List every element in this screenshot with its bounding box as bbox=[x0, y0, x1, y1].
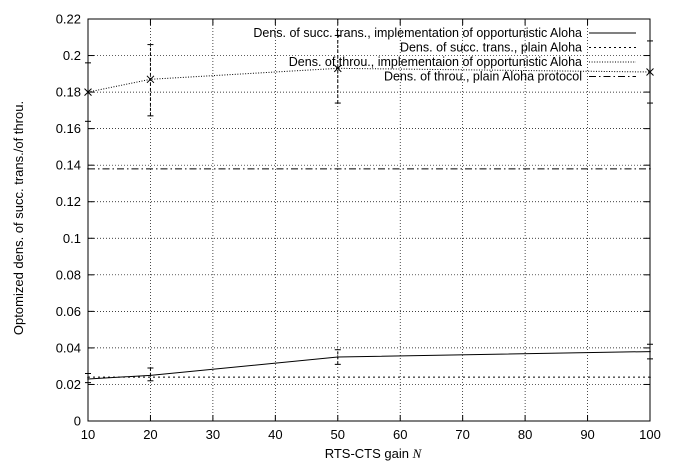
marker-stroke bbox=[333, 64, 342, 73]
y-tick-label: 0.04 bbox=[56, 340, 81, 355]
x-tick-label: 100 bbox=[639, 427, 661, 442]
legend-label: Dens. of succ. trans., implementation of… bbox=[253, 26, 582, 40]
x-tick-labels: 10 20 30 40 50 60 70 80 90 100 bbox=[81, 427, 661, 442]
y-tick-label: 0.16 bbox=[56, 121, 81, 136]
plot-frame bbox=[87, 18, 651, 422]
y-tick-label: 0.12 bbox=[56, 194, 81, 209]
series-group bbox=[84, 34, 654, 384]
marker-stroke bbox=[84, 88, 92, 96]
y-tick-label: 0.1 bbox=[63, 231, 81, 246]
y-tick-label: 0.22 bbox=[56, 12, 81, 27]
y-tick-label: 0.02 bbox=[56, 377, 81, 392]
x-tick-label: 10 bbox=[81, 427, 95, 442]
marker-stroke bbox=[646, 68, 654, 76]
x-tick-label: 70 bbox=[455, 427, 469, 442]
legend-label: Dens. of throu., plain Aloha protocol bbox=[384, 70, 582, 84]
data-point bbox=[149, 374, 152, 377]
series-2 bbox=[87, 376, 651, 378]
axes bbox=[87, 18, 651, 422]
y-tick-label: 0.08 bbox=[56, 267, 81, 282]
legend-entry-3: Dens. of throu., implementaion of opport… bbox=[289, 55, 636, 69]
x-tick-label: 20 bbox=[143, 427, 157, 442]
y-tick-label: 0.2 bbox=[63, 48, 81, 63]
legend-entry-1: Dens. of succ. trans., implementation of… bbox=[253, 26, 636, 40]
legend-label: Dens. of throu., implementaion of opport… bbox=[289, 55, 582, 69]
series-4 bbox=[87, 168, 651, 170]
data-point bbox=[87, 378, 89, 380]
legend-entry-2: Dens. of succ. trans., plain Aloha bbox=[400, 41, 636, 55]
legend-entry-4: Dens. of throu., plain Aloha protocol bbox=[384, 70, 636, 84]
y-tick-label: 0.06 bbox=[56, 304, 81, 319]
marker-stroke bbox=[146, 75, 155, 84]
y-tick-label: 0.18 bbox=[56, 85, 81, 100]
x-axis-label-text: RTS-CTS gain bbox=[325, 446, 409, 461]
data-point bbox=[646, 68, 654, 76]
data-point bbox=[333, 64, 342, 73]
x-tick-label: 90 bbox=[580, 427, 594, 442]
x-tick-label: 80 bbox=[518, 427, 532, 442]
x-tick-label: 30 bbox=[206, 427, 220, 442]
x-tick-label: 50 bbox=[331, 427, 345, 442]
data-point bbox=[649, 350, 651, 353]
x-axis-label: RTS-CTS gain N bbox=[325, 446, 423, 461]
data-point bbox=[87, 376, 89, 378]
y-tick-label: 0 bbox=[74, 414, 81, 429]
legend-label: Dens. of succ. trans., plain Aloha bbox=[400, 41, 582, 55]
x-axis-label-variable: N bbox=[412, 446, 423, 461]
data-point bbox=[87, 168, 89, 170]
y-axis-label: Optomized dens. of succ. trans./of throu… bbox=[11, 101, 26, 335]
data-point bbox=[84, 88, 92, 96]
data-point bbox=[336, 356, 339, 358]
y-tick-labels: 0 0.02 0.04 0.06 0.08 0.1 0.12 0.14 0.16 0.18 0.2 0… bbox=[56, 12, 81, 429]
data-point bbox=[649, 376, 651, 378]
legend: Dens. of succ. trans., implementation of… bbox=[253, 26, 636, 84]
series-3-line bbox=[87, 67, 651, 93]
x-tick-label: 40 bbox=[268, 427, 282, 442]
series-3 bbox=[84, 34, 654, 122]
y-tick-label: 0.14 bbox=[56, 158, 81, 173]
x-tick-label: 60 bbox=[393, 427, 407, 442]
data-point bbox=[146, 75, 155, 84]
data-point bbox=[649, 168, 651, 170]
